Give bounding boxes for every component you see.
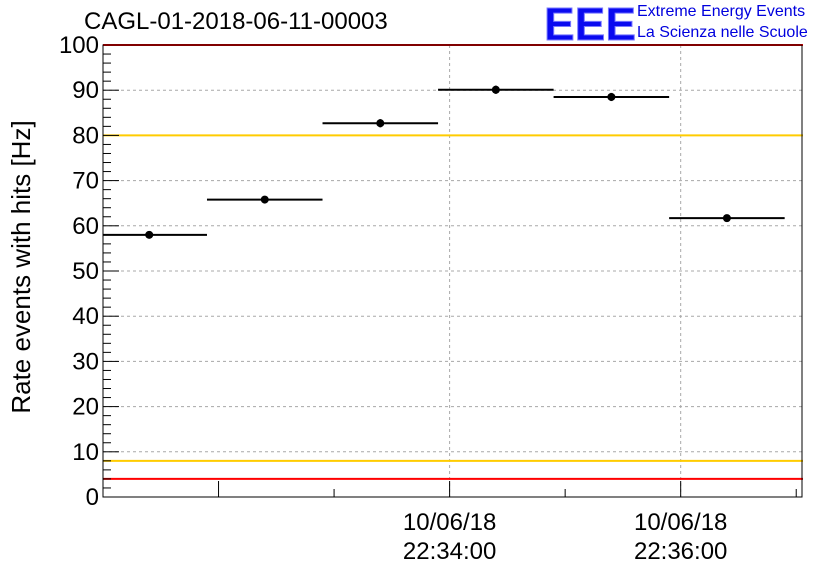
x-tick-label-date: 10/06/18 bbox=[403, 509, 496, 536]
y-tick-label: 40 bbox=[72, 303, 99, 330]
chart-title: CAGL-01-2018-06-11-00003 bbox=[84, 8, 388, 35]
y-tick-label: 100 bbox=[59, 32, 99, 59]
x-tick-label-time: 22:36:00 bbox=[634, 538, 727, 565]
eee-logo-mark: EEE bbox=[544, 2, 636, 44]
data-point bbox=[260, 195, 269, 204]
x-tick-label-date: 10/06/18 bbox=[634, 509, 727, 536]
logo-line-2: La Scienza nelle Scuole bbox=[637, 24, 808, 41]
y-tick-label: 10 bbox=[72, 439, 99, 466]
data-point bbox=[491, 85, 500, 94]
eee-logo: EEE bbox=[544, 2, 637, 44]
y-tick-label: 80 bbox=[72, 122, 99, 149]
y-tick-label: 90 bbox=[72, 77, 99, 104]
y-axis-label: Rate events with hits [Hz] bbox=[6, 120, 36, 413]
y-tick-label: 20 bbox=[72, 394, 99, 421]
y-tick-label: 0 bbox=[86, 484, 99, 511]
logo-line-1: Extreme Energy Events bbox=[637, 3, 806, 20]
y-tick-label: 60 bbox=[72, 213, 99, 240]
y-tick-label: 30 bbox=[72, 348, 99, 375]
data-point bbox=[607, 92, 616, 101]
data-point bbox=[145, 230, 154, 239]
data-point bbox=[376, 119, 385, 128]
data-point bbox=[722, 214, 731, 223]
y-tick-label: 50 bbox=[72, 258, 99, 285]
x-tick-label-time: 22:34:00 bbox=[403, 538, 496, 565]
y-tick-label: 70 bbox=[72, 168, 99, 195]
